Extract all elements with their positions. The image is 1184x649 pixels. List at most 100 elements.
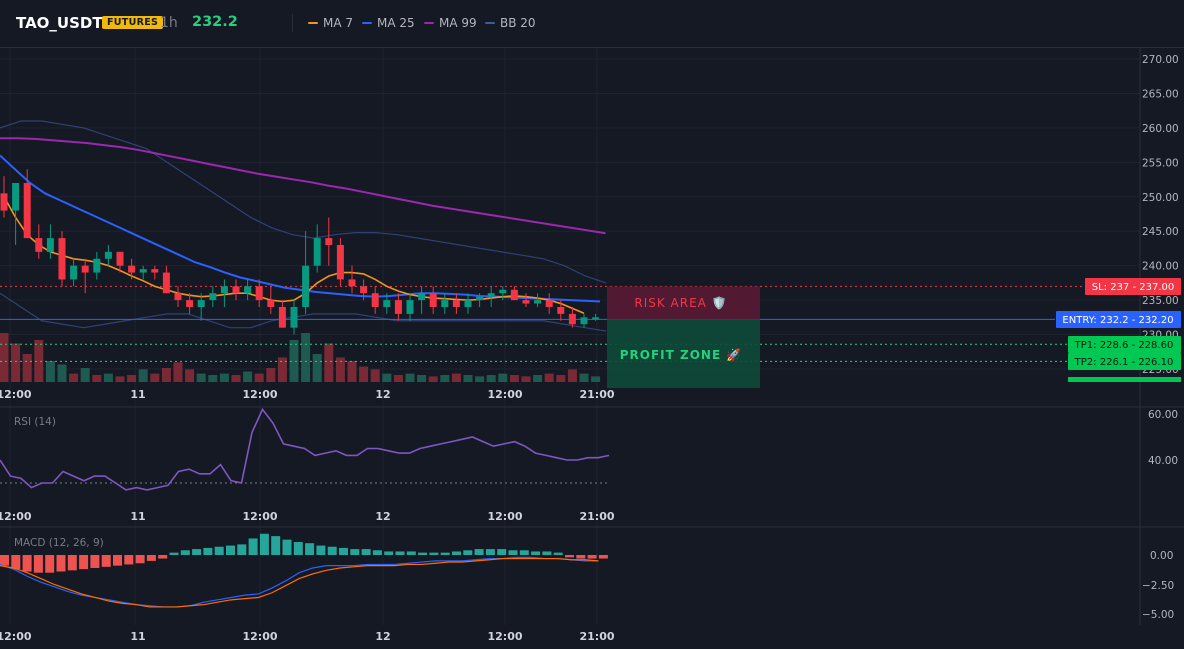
macd-hist-bar — [327, 546, 337, 555]
time-tick-label: 12:00 — [0, 630, 32, 643]
candle-body — [116, 251, 124, 266]
risk-area-zone[interactable] — [607, 286, 760, 320]
entry-tag-bg — [1056, 311, 1181, 328]
macd-hist-bar — [519, 550, 529, 555]
macd-signal-line — [0, 557, 599, 608]
macd-hist-bar — [372, 550, 382, 555]
volume-bar — [475, 376, 485, 382]
grid-lines — [0, 48, 1140, 625]
candle-body — [290, 307, 298, 328]
time-tick-label: 12:00 — [487, 388, 522, 401]
macd-hist-bar — [485, 549, 495, 555]
tp2-tag: TP2: 226.1 - 226.10 — [1074, 357, 1174, 368]
legend-bb20[interactable]: BB 20 — [485, 16, 536, 30]
legend-ma7-label: MA 7 — [323, 16, 354, 30]
price-tick-label: 250.00 — [1142, 192, 1179, 204]
time-tick-label: 12:00 — [487, 510, 522, 523]
ma25-line — [0, 154, 601, 303]
time-tick-label: 11 — [130, 630, 145, 643]
candle-body — [267, 300, 275, 307]
volume-bar — [196, 373, 206, 382]
price-tick-label: 245.00 — [1142, 226, 1179, 238]
macd-title: MACD (12, 26, 9) — [14, 537, 104, 549]
legend-ma25[interactable]: MA 25 — [362, 16, 415, 30]
volume-bar — [498, 373, 508, 382]
candlesticks — [0, 169, 600, 335]
candle-body — [452, 300, 460, 307]
candle-body — [336, 245, 344, 280]
time-tick-label: 11 — [130, 388, 145, 401]
macd-tick-minus2-5: −2.50 — [1142, 580, 1174, 592]
legend-ma99-label: MA 99 — [439, 16, 477, 30]
candle-body — [23, 183, 31, 239]
volume-bar — [393, 375, 403, 382]
volume-bar — [173, 362, 183, 382]
chart-header: TAO_USDT FUTURES 1h 232.2 MA 7 MA 25 MA … — [0, 0, 1184, 48]
macd-hist-bar — [271, 536, 281, 555]
volume-bar — [486, 375, 496, 382]
time-tick-label: 12:00 — [242, 388, 277, 401]
volume-bar — [312, 354, 322, 382]
volume-bar — [567, 369, 577, 382]
volume-bar — [277, 357, 287, 382]
macd-hist-bar — [305, 543, 315, 555]
volume-bar — [359, 366, 369, 382]
candle-body — [522, 300, 530, 304]
volume-bar — [22, 354, 32, 382]
time-tick-label: 21:00 — [579, 510, 614, 523]
volume-bar — [161, 368, 171, 382]
tp1-tag: TP1: 228.6 - 228.60 — [1074, 340, 1174, 351]
volume-bar — [521, 376, 531, 382]
symbol-name[interactable]: TAO_USDT — [16, 14, 103, 32]
macd-hist-bar — [452, 551, 461, 555]
rsi-tick-60: 60.00 — [1148, 409, 1178, 421]
macd-hist-bar — [542, 551, 552, 555]
macd-hist-bar — [192, 549, 202, 555]
profit-zone[interactable] — [607, 319, 760, 388]
candle-body — [534, 300, 542, 304]
volume-bar — [463, 375, 473, 382]
price-tick-label: 255.00 — [1142, 157, 1179, 169]
macd-hist-bar — [56, 555, 66, 572]
tp-tag-overflow — [1068, 377, 1181, 382]
sl-tag: SL: 237 - 237.00 — [1092, 282, 1175, 293]
macd-tick-minus5: −5.00 — [1142, 609, 1174, 621]
macd-hist-bar — [587, 555, 597, 559]
ma99-line — [0, 137, 606, 235]
macd-line — [0, 556, 599, 608]
macd-hist-bar — [463, 550, 473, 555]
volume-bar — [579, 373, 589, 382]
candle-body — [418, 293, 426, 301]
volume-bar — [509, 375, 519, 382]
legend-ma7[interactable]: MA 7 — [308, 16, 353, 30]
candle-body — [487, 293, 495, 297]
time-axes[interactable]: 12:00 11 12:00 12 12:00 21:00 12:00 11 12:00 12 12… — [0, 388, 615, 643]
candle-body — [394, 300, 402, 314]
macd-hist-bar — [316, 545, 326, 555]
volume-bar — [127, 375, 137, 382]
candle-body — [383, 300, 391, 307]
candle-body — [220, 286, 228, 294]
candle-body — [580, 317, 588, 325]
volume-bar — [440, 375, 450, 382]
volume-bar — [335, 357, 345, 382]
macd-hist-bar — [45, 555, 55, 573]
candle-body — [568, 313, 576, 325]
macd-tick-0: 0.00 — [1150, 550, 1173, 562]
macd-hist-bar — [11, 555, 21, 570]
legend-ma99[interactable]: MA 99 — [424, 16, 477, 30]
macd-hist-bar — [553, 552, 563, 555]
volume-bar — [347, 361, 357, 382]
macd-hist-bar — [101, 555, 111, 567]
time-tick-label: 12:00 — [242, 510, 277, 523]
profit-zone-label: PROFIT ZONE 🚀 — [620, 348, 743, 362]
macd-hist-bar — [350, 549, 360, 555]
tp2-tag-bg — [1068, 353, 1181, 370]
bb-lower-line — [0, 292, 607, 332]
macd-hist-bar — [440, 552, 450, 555]
candle-body — [174, 293, 182, 301]
timeframe-selector[interactable]: 1h — [160, 15, 178, 31]
price-axis[interactable]: 270.00 265.00 260.00 255.00 250.00 245.00 240.… — [1142, 54, 1179, 376]
rsi-line — [0, 407, 610, 491]
